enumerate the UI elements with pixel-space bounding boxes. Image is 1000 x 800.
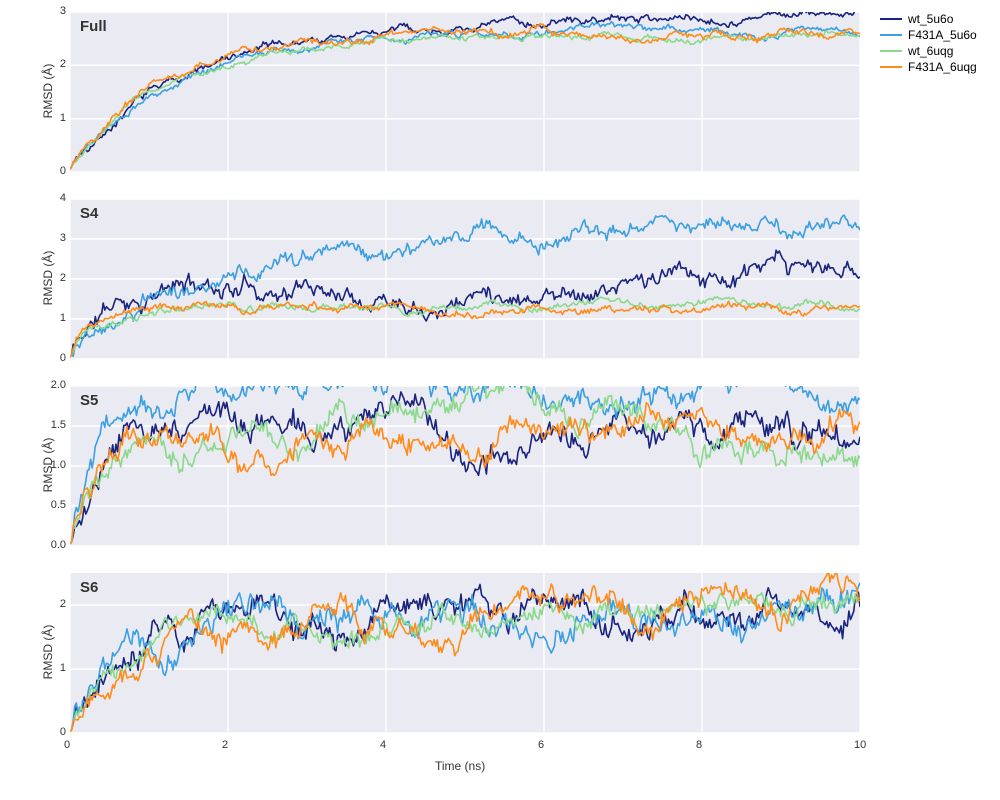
panel-title: Full xyxy=(80,18,107,35)
trace-line xyxy=(70,24,860,170)
x-axis-label: Time (ns) xyxy=(435,759,485,773)
legend-swatch xyxy=(880,66,902,68)
trace-line xyxy=(70,31,860,170)
y-tick-label: 2.0 xyxy=(51,379,66,391)
legend-item: wt_6uqg xyxy=(880,44,977,58)
legend-label: F431A_6uqg xyxy=(908,60,977,74)
y-tick-label: 2 xyxy=(60,272,66,284)
y-tick-label: 1 xyxy=(60,312,66,324)
trace-line xyxy=(70,250,860,357)
legend: wt_5u6o F431A_5u6o wt_6uqg F431A_6uqg xyxy=(880,12,977,76)
trace-line xyxy=(70,573,860,731)
y-axis-label: RMSD (Å) xyxy=(41,248,55,308)
y-tick-label: 0 xyxy=(60,726,66,738)
y-tick-label: 0.0 xyxy=(51,539,66,551)
panel-svg xyxy=(70,199,860,359)
chart-panel xyxy=(70,573,860,733)
legend-label: wt_5u6o xyxy=(908,12,953,26)
panel-svg xyxy=(70,573,860,733)
trace-line xyxy=(70,392,860,544)
legend-swatch xyxy=(880,34,902,36)
legend-label: F431A_5u6o xyxy=(908,28,977,42)
panel-title: S6 xyxy=(80,579,98,596)
y-tick-label: 1.0 xyxy=(51,459,66,471)
x-tick-label: 8 xyxy=(696,739,702,751)
x-tick-label: 2 xyxy=(222,739,228,751)
legend-item: F431A_6uqg xyxy=(880,60,977,74)
y-tick-label: 4 xyxy=(60,192,66,204)
chart-panel xyxy=(70,386,860,546)
trace-line xyxy=(70,22,860,170)
x-tick-label: 6 xyxy=(538,739,544,751)
legend-item: F431A_5u6o xyxy=(880,28,977,42)
panel-title: S5 xyxy=(80,392,98,409)
x-tick-label: 10 xyxy=(854,739,866,751)
legend-item: wt_5u6o xyxy=(880,12,977,26)
y-tick-label: 2 xyxy=(60,598,66,610)
y-tick-label: 0 xyxy=(60,165,66,177)
y-tick-label: 1 xyxy=(60,112,66,124)
trace-line xyxy=(70,215,860,357)
y-tick-label: 3 xyxy=(60,232,66,244)
y-axis-label: RMSD (Å) xyxy=(41,622,55,682)
y-tick-label: 1.5 xyxy=(51,419,66,431)
y-tick-label: 0 xyxy=(60,352,66,364)
chart-panel xyxy=(70,199,860,359)
chart-panel xyxy=(70,12,860,172)
legend-swatch xyxy=(880,18,902,20)
legend-label: wt_6uqg xyxy=(908,44,953,58)
y-tick-label: 0.5 xyxy=(51,499,66,511)
figure-container: Full RMSD (Å) 0 1 2 3 S4 RMSD (Å) 0 1 2 3 4 S5 RMSD (Å… xyxy=(0,0,1000,800)
panel-title: S4 xyxy=(80,205,98,222)
panel-svg xyxy=(70,12,860,172)
legend-swatch xyxy=(880,50,902,52)
y-tick-label: 2 xyxy=(60,58,66,70)
x-tick-label: 4 xyxy=(380,739,386,751)
y-tick-label: 3 xyxy=(60,5,66,17)
panel-svg xyxy=(70,386,860,546)
y-axis-label: RMSD (Å) xyxy=(41,61,55,121)
y-tick-label: 1 xyxy=(60,662,66,674)
x-tick-label: 0 xyxy=(64,739,70,751)
